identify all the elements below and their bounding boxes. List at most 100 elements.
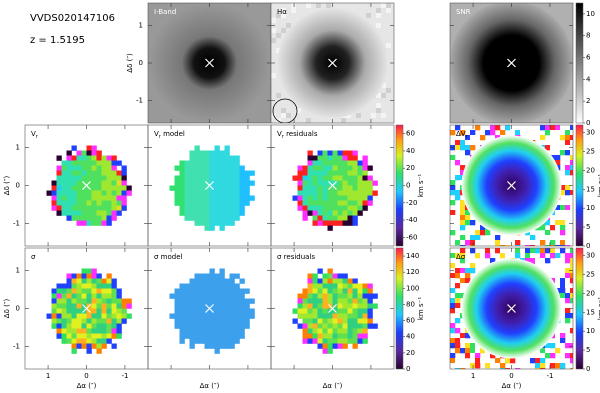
noise: [455, 273, 461, 279]
map-pixel: [106, 165, 112, 171]
noise: [495, 248, 501, 254]
map-pixel: [367, 298, 373, 304]
map-pixel: [71, 278, 77, 284]
map-pixel: [352, 283, 358, 289]
map-pixel: [219, 298, 225, 304]
map-pixel: [352, 190, 358, 196]
map-pixel: [327, 298, 333, 304]
map-pixel: [337, 200, 343, 206]
map-pixel: [327, 210, 333, 216]
noise: [525, 125, 531, 131]
map-pixel: [337, 338, 343, 344]
map-pixel: [307, 150, 313, 156]
map-pixel: [126, 190, 132, 196]
map-pixel: [189, 318, 195, 324]
map-pixel: [61, 318, 67, 324]
map-pixel: [327, 288, 333, 294]
noise: [485, 130, 491, 136]
colorbar: [575, 124, 584, 247]
y-tick-label: 0: [139, 59, 143, 67]
map-pixel: [86, 195, 92, 201]
map-pixel: [66, 205, 72, 211]
map-pixel: [199, 303, 205, 309]
map-pixel: [61, 175, 67, 181]
noise: [520, 245, 526, 246]
map-pixel: [297, 185, 303, 191]
map-pixel: [111, 210, 117, 216]
map-pixel: [347, 200, 353, 206]
map-pixel: [317, 298, 323, 304]
map-pixel: [327, 278, 333, 284]
map-pixel: [312, 190, 318, 196]
map-pixel: [61, 200, 67, 206]
map-pixel: [327, 165, 333, 171]
map-pixel: [194, 145, 200, 151]
map-pixel: [347, 293, 353, 299]
noise: [455, 268, 461, 274]
map-pixel: [189, 323, 195, 329]
noise: [550, 248, 556, 254]
map-pixel: [179, 313, 185, 319]
colorbar-tick-label: 120: [406, 268, 419, 276]
noise: [286, 113, 291, 118]
noise: [326, 3, 331, 8]
noise: [376, 103, 381, 108]
noise: [455, 293, 461, 299]
map-pixel: [327, 195, 333, 201]
map-pixel: [214, 298, 220, 304]
map-pixel: [174, 185, 180, 191]
label-text: SNR: [456, 8, 471, 16]
map-pixel: [56, 313, 62, 319]
map-pixel: [219, 318, 225, 324]
map-pixel: [322, 180, 328, 186]
panel-label: σ model: [154, 253, 183, 261]
map-pixel: [322, 190, 328, 196]
map-pixel: [194, 180, 200, 186]
map-pixel: [342, 303, 348, 309]
map-pixel: [66, 308, 72, 314]
map-pixel: [347, 313, 353, 319]
map-pixel: [342, 185, 348, 191]
map-pixel: [307, 298, 313, 304]
map-pixel: [194, 338, 200, 344]
map-pixel: [307, 328, 313, 334]
map-pixel: [121, 170, 127, 176]
map-pixel: [209, 220, 215, 226]
redshift: z = 1.5195: [30, 35, 85, 46]
noise: [450, 225, 456, 231]
map-pixel: [86, 215, 92, 221]
map-pixel: [71, 185, 77, 191]
map-pixel: [189, 185, 195, 191]
map-pixel: [199, 328, 205, 334]
map-pixel: [337, 210, 343, 216]
noise: [540, 125, 546, 131]
map-pixel: [96, 288, 102, 294]
map-pixel: [332, 273, 338, 279]
noise: [520, 358, 526, 364]
map-pixel: [322, 165, 328, 171]
map-pixel: [327, 205, 333, 211]
noise: [550, 245, 556, 246]
noise: [500, 245, 506, 246]
noise: [376, 93, 381, 98]
noise: [460, 220, 466, 226]
map-pixel: [179, 190, 185, 196]
map-pixel: [61, 313, 67, 319]
noise: [455, 283, 461, 289]
map-pixel: [219, 210, 225, 216]
noise: [555, 160, 561, 166]
map-pixel: [352, 313, 358, 319]
map-pixel: [184, 318, 190, 324]
map-pixel: [91, 268, 97, 274]
map-pixel: [337, 195, 343, 201]
noise: [570, 125, 573, 131]
map-pixel: [91, 215, 97, 221]
map-pixel: [347, 175, 353, 181]
noise: [490, 130, 496, 136]
map-pixel: [352, 195, 358, 201]
noise: [555, 273, 561, 279]
map-pixel: [76, 175, 82, 181]
map-pixel: [116, 180, 122, 186]
map-pixel: [362, 170, 368, 176]
noise: [460, 258, 466, 264]
